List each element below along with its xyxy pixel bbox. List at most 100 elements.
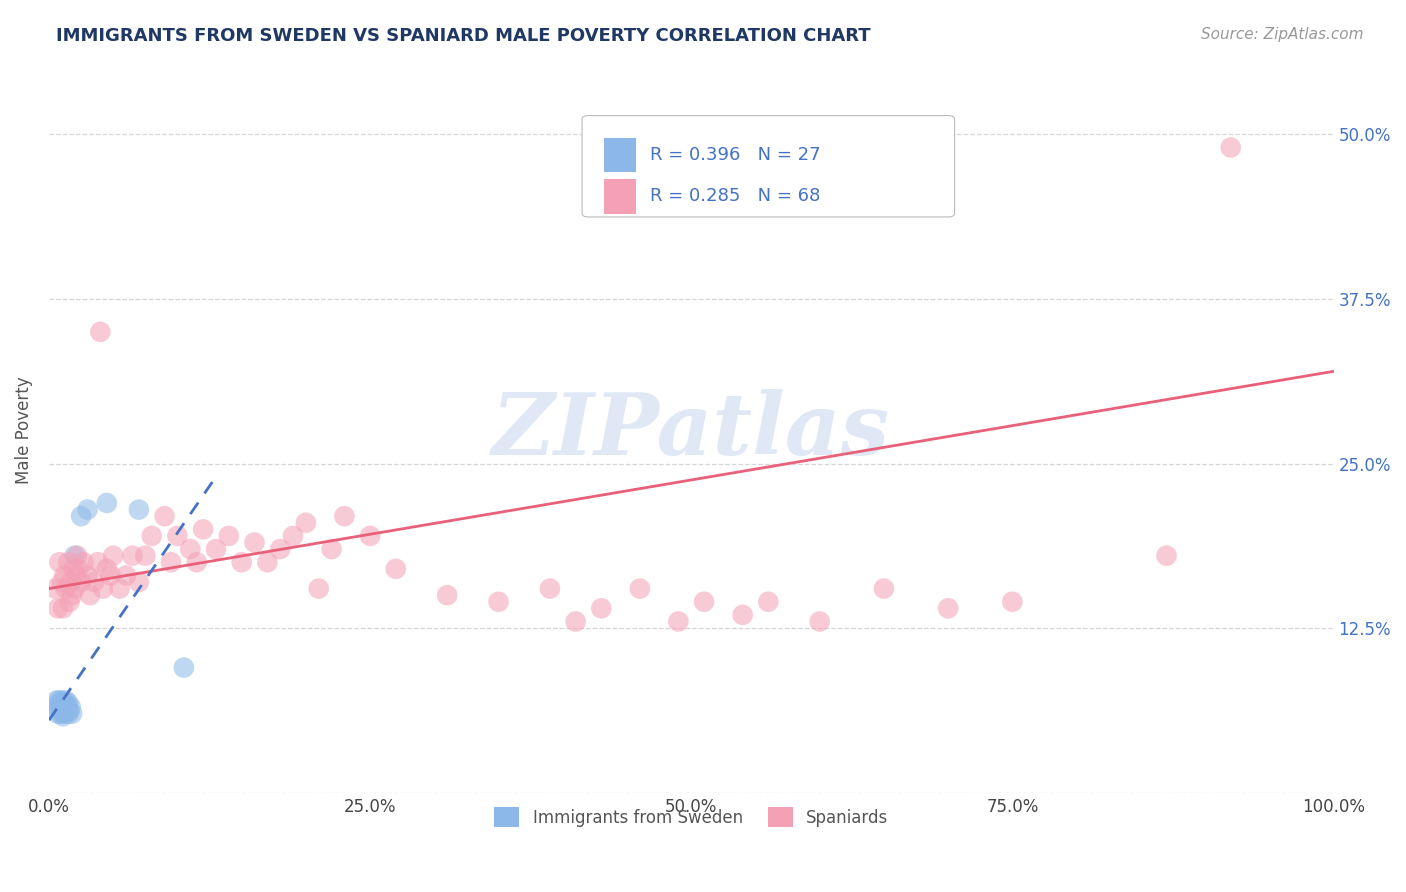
Point: [179, 542, 201, 557]
Text: IMMIGRANTS FROM SWEDEN VS SPANIARD MALE POVERTY CORRELATION CHART: IMMIGRANTS FROM SWEDEN VS SPANIARD MALE …: [56, 27, 870, 45]
Point: [48, 693, 70, 707]
Point: [79, 588, 101, 602]
Point: [936, 601, 959, 615]
Point: [89, 325, 111, 339]
FancyBboxPatch shape: [582, 116, 955, 217]
Point: [96, 496, 118, 510]
Point: [96, 562, 118, 576]
Point: [269, 542, 291, 557]
Point: [436, 588, 458, 602]
Point: [53, 706, 76, 721]
Point: [308, 582, 330, 596]
Point: [51, 693, 73, 707]
Point: [134, 549, 156, 563]
Point: [693, 595, 716, 609]
Point: [128, 502, 150, 516]
Point: [808, 615, 831, 629]
Point: [72, 555, 94, 569]
Text: ZIPatlas: ZIPatlas: [492, 389, 890, 473]
Point: [53, 696, 76, 710]
Point: [55, 582, 77, 596]
Point: [538, 582, 561, 596]
Point: [591, 601, 613, 615]
Text: R = 0.396   N = 27: R = 0.396 N = 27: [650, 146, 821, 164]
Bar: [605, 179, 636, 214]
Point: [488, 595, 510, 609]
Point: [70, 509, 93, 524]
Point: [256, 555, 278, 569]
Point: [63, 582, 86, 596]
Point: [55, 693, 77, 707]
Point: [100, 568, 122, 582]
Point: [205, 542, 228, 557]
Text: R = 0.285   N = 68: R = 0.285 N = 68: [650, 187, 821, 205]
Point: [628, 582, 651, 596]
Point: [756, 595, 779, 609]
Point: [58, 696, 80, 710]
Point: [44, 582, 66, 596]
Point: [58, 706, 80, 721]
Point: [231, 555, 253, 569]
Point: [295, 516, 318, 530]
Point: [52, 709, 75, 723]
Point: [281, 529, 304, 543]
Point: [52, 700, 75, 714]
Point: [333, 509, 356, 524]
Point: [218, 529, 240, 543]
Point: [564, 615, 586, 629]
Point: [153, 509, 176, 524]
Point: [67, 562, 90, 576]
Point: [1156, 549, 1178, 563]
Point: [166, 529, 188, 543]
Point: [76, 502, 98, 516]
Point: [45, 693, 67, 707]
Point: [191, 522, 214, 536]
Point: [44, 700, 66, 714]
Point: [58, 555, 80, 569]
Point: [49, 696, 72, 710]
Text: Source: ZipAtlas.com: Source: ZipAtlas.com: [1201, 27, 1364, 42]
Point: [108, 582, 131, 596]
Bar: [605, 137, 636, 172]
Point: [51, 574, 73, 589]
Point: [62, 562, 84, 576]
Point: [731, 607, 754, 622]
Point: [115, 568, 138, 582]
Point: [49, 706, 72, 721]
Point: [91, 582, 114, 596]
Point: [48, 555, 70, 569]
Point: [59, 700, 82, 714]
Point: [48, 700, 70, 714]
Point: [243, 535, 266, 549]
Point: [186, 555, 208, 569]
Point: [58, 704, 80, 718]
Point: [55, 703, 77, 717]
Point: [385, 562, 408, 576]
Point: [128, 574, 150, 589]
Y-axis label: Male Poverty: Male Poverty: [15, 376, 32, 484]
Point: [83, 574, 105, 589]
Point: [65, 568, 87, 582]
Point: [60, 588, 83, 602]
Point: [58, 595, 80, 609]
Point: [321, 542, 343, 557]
Point: [76, 568, 98, 582]
Point: [1219, 140, 1241, 154]
Point: [52, 601, 75, 615]
Point: [70, 574, 93, 589]
Point: [66, 549, 89, 563]
Point: [46, 706, 69, 721]
Point: [160, 555, 183, 569]
Point: [103, 549, 125, 563]
Point: [87, 555, 110, 569]
Point: [141, 529, 163, 543]
Point: [46, 601, 69, 615]
Point: [53, 568, 76, 582]
Point: [59, 574, 82, 589]
Point: [63, 549, 86, 563]
Point: [668, 615, 690, 629]
Point: [51, 704, 73, 718]
Point: [121, 549, 143, 563]
Point: [60, 706, 83, 721]
Point: [873, 582, 896, 596]
